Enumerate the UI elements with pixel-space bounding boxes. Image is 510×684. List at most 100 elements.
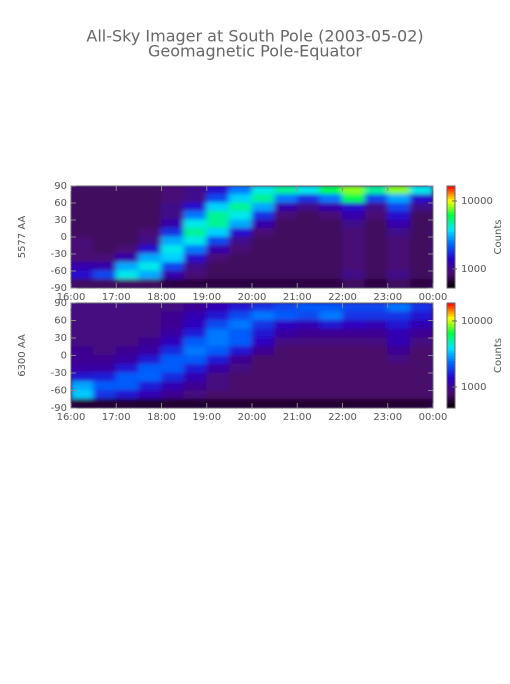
y-tick-label: -30 bbox=[51, 249, 67, 260]
heatmap-cell bbox=[71, 320, 95, 330]
heatmap-cell bbox=[71, 398, 95, 408]
heatmap-cell bbox=[364, 262, 389, 272]
heatmap-cell bbox=[409, 186, 433, 195]
heatmap-cell bbox=[319, 381, 343, 391]
heatmap-cell bbox=[409, 337, 433, 348]
heatmap-cell bbox=[387, 320, 411, 330]
colorbar-segment bbox=[447, 402, 455, 406]
heatmap-cell bbox=[319, 346, 343, 356]
colorbar-segment bbox=[447, 399, 455, 404]
heatmap-cell bbox=[342, 372, 366, 383]
x-tick-label: 22:00 bbox=[328, 292, 357, 303]
heatmap-cell bbox=[387, 328, 411, 339]
colorbar-segment bbox=[447, 185, 455, 189]
heatmap-cell bbox=[138, 219, 162, 229]
heatmap-cell bbox=[364, 279, 389, 288]
heatmap-cell bbox=[71, 390, 95, 400]
heatmap-cell bbox=[138, 337, 162, 348]
heatmap-cell bbox=[251, 219, 276, 229]
heatmap-cell bbox=[183, 363, 208, 374]
heatmap-cell bbox=[228, 398, 253, 408]
x-tick-label: 00:00 bbox=[419, 412, 448, 423]
heatmap-cell bbox=[93, 346, 117, 356]
heatmap-cell bbox=[183, 398, 208, 408]
heatmap-cell bbox=[183, 202, 208, 212]
heatmap-cell bbox=[228, 194, 253, 204]
heatmap-cell bbox=[115, 390, 140, 400]
heatmap-cell bbox=[296, 346, 321, 356]
heatmap-cell bbox=[93, 186, 117, 195]
heatmap-cell bbox=[115, 270, 140, 280]
heatmap-cell bbox=[251, 270, 276, 280]
heatmap-cell bbox=[138, 346, 162, 356]
colorbar-tick-label: 10000 bbox=[461, 196, 493, 207]
colorbar-segment bbox=[447, 218, 455, 222]
colorbar-label: Counts bbox=[493, 220, 504, 255]
colorbar-segment bbox=[447, 344, 455, 348]
heatmap-cell bbox=[251, 262, 276, 272]
heatmap-cell bbox=[228, 202, 253, 212]
colorbar-segment bbox=[447, 391, 455, 396]
y-tick-label: 60 bbox=[54, 198, 67, 209]
y-tick-label: 30 bbox=[54, 215, 67, 226]
heatmap-cell bbox=[115, 194, 140, 204]
colorbar-segment bbox=[447, 226, 455, 230]
colorbar-segment bbox=[447, 397, 455, 401]
heatmap-cell bbox=[161, 398, 185, 408]
heatmap-cell bbox=[319, 270, 343, 280]
heatmap-cell bbox=[319, 355, 343, 365]
heatmap-cell bbox=[161, 303, 185, 313]
colorbar-segment bbox=[447, 246, 455, 251]
colorbar-segment bbox=[447, 376, 455, 380]
heatmap-cell bbox=[296, 270, 321, 280]
heatmap-cell bbox=[274, 262, 298, 272]
x-tick-label: 20:00 bbox=[238, 292, 267, 303]
heatmap-cell bbox=[387, 311, 411, 321]
heatmap-cell bbox=[342, 194, 366, 204]
heatmap-cell bbox=[409, 270, 433, 280]
heatmap-cell bbox=[71, 372, 95, 383]
heatmap-cell bbox=[228, 228, 253, 238]
heatmap-cell bbox=[274, 253, 298, 263]
heatmap-cell bbox=[364, 320, 389, 330]
heatmap-cell bbox=[206, 320, 230, 330]
heatmap-cell bbox=[206, 279, 230, 288]
heatmap-cell bbox=[71, 245, 95, 255]
heatmap-cell bbox=[342, 320, 366, 330]
heatmap-cell bbox=[93, 390, 117, 400]
heatmap-cell bbox=[274, 228, 298, 238]
heatmap-cell bbox=[251, 186, 276, 195]
heatmap-cell bbox=[228, 303, 253, 313]
heatmap bbox=[71, 186, 433, 288]
heatmap-cell bbox=[296, 320, 321, 330]
heatmap-cell bbox=[319, 253, 343, 263]
heatmap-cell bbox=[183, 320, 208, 330]
heatmap-cell bbox=[342, 270, 366, 280]
heatmap-cell bbox=[161, 346, 185, 356]
heatmap-cell bbox=[274, 337, 298, 348]
heatmap-cell bbox=[71, 303, 95, 313]
heatmap-cell bbox=[342, 228, 366, 238]
heatmap-cell bbox=[183, 390, 208, 400]
heatmap-cell bbox=[183, 262, 208, 272]
y-tick-label: 60 bbox=[54, 316, 67, 327]
heatmap-cell bbox=[71, 270, 95, 280]
heatmap-cell bbox=[274, 303, 298, 313]
colorbar-segment bbox=[447, 405, 455, 409]
heatmap-cell bbox=[342, 279, 366, 288]
colorbar-segment bbox=[447, 313, 455, 317]
heatmap-cell bbox=[183, 245, 208, 255]
colorbar-segment bbox=[447, 236, 455, 240]
heatmap-cell bbox=[274, 194, 298, 204]
heatmap-cell bbox=[387, 219, 411, 229]
heatmap-cell bbox=[342, 245, 366, 255]
heatmap-cell bbox=[115, 381, 140, 391]
x-tick-label: 21:00 bbox=[283, 292, 312, 303]
heatmap-cell bbox=[319, 398, 343, 408]
heatmap-cell bbox=[93, 398, 117, 408]
colorbar-segment bbox=[447, 190, 455, 194]
heatmap-cell bbox=[138, 381, 162, 391]
heatmap-cell bbox=[319, 236, 343, 246]
heatmap-cell bbox=[364, 346, 389, 356]
heatmap-cell bbox=[342, 253, 366, 263]
